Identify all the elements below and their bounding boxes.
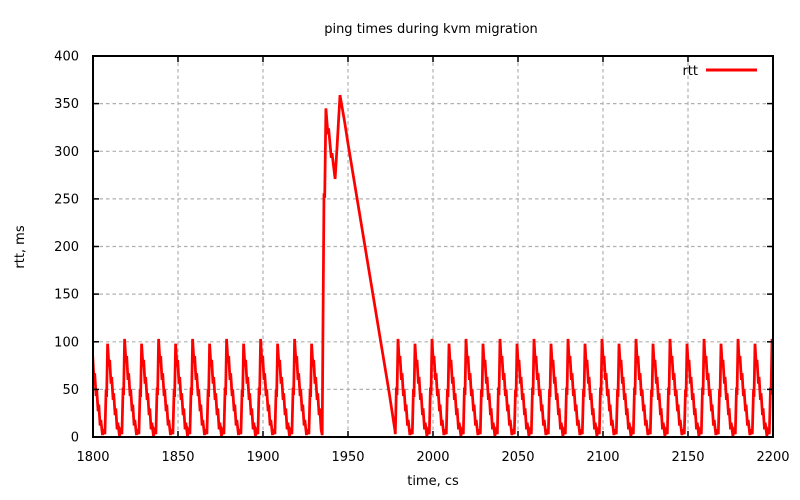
x-tick-label: 1900 <box>246 450 279 465</box>
y-tick-label: 350 <box>54 97 79 112</box>
y-tick-label: 400 <box>54 50 79 65</box>
legend: rtt <box>682 64 757 79</box>
y-tick-label: 0 <box>71 431 79 446</box>
y-tick-label: 150 <box>54 288 79 303</box>
x-tick-label: 1950 <box>331 450 364 465</box>
x-tick-label: 2000 <box>416 450 449 465</box>
rtt-series-line <box>93 94 773 437</box>
y-tick-label: 200 <box>54 240 79 255</box>
y-tick-label: 250 <box>54 192 79 207</box>
chart-title: ping times during kvm migration <box>324 22 538 37</box>
x-tick-label: 2150 <box>671 450 704 465</box>
x-tick-label: 1850 <box>161 450 194 465</box>
legend-label: rtt <box>682 64 698 79</box>
y-tick-label: 300 <box>54 145 79 160</box>
y-tick-label: 100 <box>54 335 79 350</box>
axes-layer <box>92 55 774 438</box>
y-axis-label: rtt, ms <box>13 225 28 268</box>
x-axis-label: time, cs <box>407 474 459 489</box>
tick-label-layer: 1800 1850 1900 1950 2000 2050 2100 2150 2200 0 50 1… <box>54 50 789 466</box>
x-tick-label: 2100 <box>586 450 619 465</box>
x-tick-label: 2050 <box>501 450 534 465</box>
x-tick-label: 1800 <box>76 450 109 465</box>
series-layer <box>93 94 773 437</box>
y-tick-label: 50 <box>62 383 79 398</box>
x-tick-label: 2200 <box>756 450 789 465</box>
